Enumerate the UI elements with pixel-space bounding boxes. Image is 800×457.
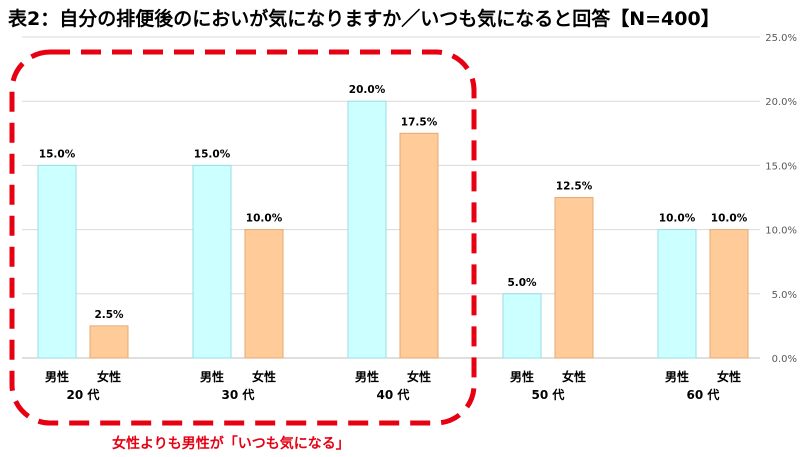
series-label: 女性 bbox=[407, 369, 431, 384]
category-label: 60 代 bbox=[687, 387, 720, 402]
data-label: 15.0% bbox=[39, 148, 76, 160]
series-label: 男性 bbox=[510, 369, 534, 384]
bar bbox=[192, 164, 232, 359]
data-label: 17.5% bbox=[401, 116, 438, 128]
data-label: 10.0% bbox=[659, 213, 696, 225]
bar bbox=[709, 229, 749, 359]
bar bbox=[347, 100, 387, 359]
bars bbox=[37, 100, 749, 359]
data-label: 10.0% bbox=[711, 213, 748, 225]
y-tick-label: 20.0% bbox=[765, 97, 797, 108]
category-label: 30 代 bbox=[222, 387, 255, 402]
bar bbox=[399, 132, 439, 359]
series-label: 女性 bbox=[252, 369, 276, 384]
y-tick-label: 0.0% bbox=[772, 354, 797, 365]
category-label: 40 代 bbox=[377, 387, 410, 402]
bar bbox=[89, 325, 129, 359]
data-label: 12.5% bbox=[556, 181, 593, 193]
series-label: 男性 bbox=[665, 369, 689, 384]
category-label: 50 代 bbox=[532, 387, 565, 402]
series-label: 男性 bbox=[45, 369, 69, 384]
data-label: 10.0% bbox=[246, 213, 283, 225]
data-label: 5.0% bbox=[507, 277, 537, 289]
series-label: 男性 bbox=[200, 369, 224, 384]
bar bbox=[37, 164, 77, 359]
series-label: 女性 bbox=[562, 369, 586, 384]
series-label: 男性 bbox=[355, 369, 379, 384]
data-label: 20.0% bbox=[349, 84, 386, 96]
y-tick-label: 25.0% bbox=[765, 33, 797, 44]
annotation-text: 女性よりも男性が「いつも気になる」 bbox=[112, 436, 350, 452]
data-label: 15.0% bbox=[194, 148, 231, 160]
labels: 0.0% 5.0% 10.0% 15.0% 20.0% 25.0% 15.0% 男性 2.5% 女… bbox=[39, 33, 797, 402]
highlight-box bbox=[9, 49, 477, 426]
y-tick-label: 5.0% bbox=[772, 290, 797, 301]
grid-lines bbox=[22, 36, 760, 359]
bar bbox=[244, 229, 284, 359]
chart-title: 表2：自分の排便後のにおいが気になりますか／いつも気になると回答【N=400】 bbox=[8, 8, 720, 30]
series-label: 女性 bbox=[717, 369, 741, 384]
bar bbox=[657, 229, 697, 359]
series-label: 女性 bbox=[97, 369, 121, 384]
y-tick-label: 15.0% bbox=[765, 161, 797, 172]
y-tick-label: 10.0% bbox=[765, 226, 797, 237]
bar bbox=[554, 197, 594, 359]
bar bbox=[502, 293, 542, 359]
data-label: 2.5% bbox=[94, 309, 124, 321]
category-label: 20 代 bbox=[67, 387, 100, 402]
